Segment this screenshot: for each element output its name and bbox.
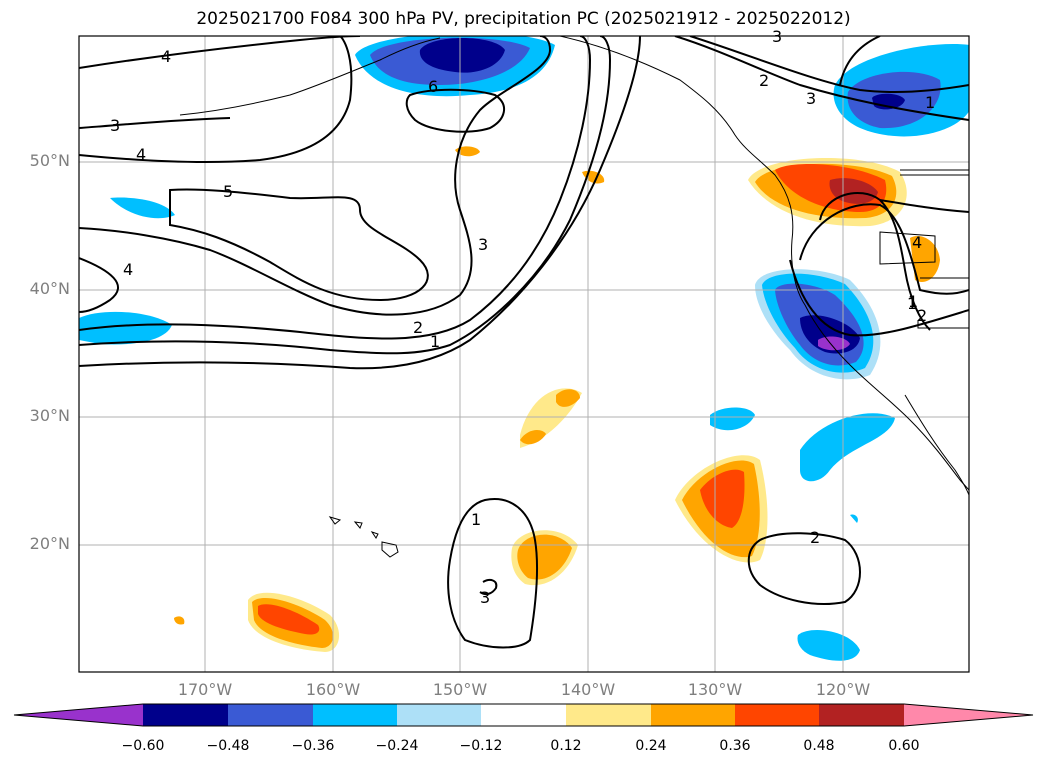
contour-label: 1 bbox=[471, 510, 482, 529]
contour-label: 4 bbox=[912, 233, 923, 252]
colorbar-label: 0.48 bbox=[803, 738, 835, 754]
contour-label: 4 bbox=[136, 145, 147, 164]
contour-label: 1 bbox=[907, 294, 918, 313]
contour-label: 5 bbox=[223, 182, 234, 201]
contour-label: 4 bbox=[123, 260, 134, 279]
lat-label-30n: 30°N bbox=[29, 406, 70, 425]
contour-label: 3 bbox=[110, 116, 121, 135]
colorbar-extend-max bbox=[904, 704, 1033, 726]
lon-label-150w: 150°W bbox=[432, 680, 488, 699]
colorbar-label: 0.24 bbox=[635, 738, 667, 754]
contour-label: 3 bbox=[480, 588, 491, 607]
colorbar-label: −0.60 bbox=[121, 738, 165, 754]
contour-label: 3 bbox=[478, 235, 489, 254]
colorbar-label: −0.24 bbox=[375, 738, 419, 754]
colorbar-label: −0.48 bbox=[206, 738, 250, 754]
contour-label: 1 bbox=[430, 332, 441, 351]
colorbar-label: −0.36 bbox=[291, 738, 335, 754]
colorbar-label: 0.12 bbox=[550, 738, 582, 754]
contour-label: 4 bbox=[161, 47, 172, 66]
contour-label: 2 bbox=[759, 71, 770, 90]
coastlines bbox=[179, 36, 969, 558]
colorbar-label: 0.60 bbox=[888, 738, 920, 754]
lon-label-170w: 170°W bbox=[177, 680, 233, 699]
colorbar-label: −0.12 bbox=[459, 738, 503, 754]
contour-label: 1 bbox=[925, 93, 936, 112]
contour-label: 2 bbox=[810, 528, 821, 547]
contour-label: 6 bbox=[428, 77, 439, 96]
lat-label-40n: 40°N bbox=[29, 279, 70, 298]
precip-shading bbox=[79, 36, 969, 661]
lon-label-130w: 130°W bbox=[687, 680, 743, 699]
contour-label: 3 bbox=[806, 89, 817, 108]
pv-contours bbox=[79, 36, 969, 649]
colorbar-label: 0.36 bbox=[719, 738, 751, 754]
lon-label-120w: 120°W bbox=[815, 680, 871, 699]
contour-label: 2 bbox=[917, 306, 928, 325]
contour-label: 2 bbox=[413, 318, 424, 337]
colorbar bbox=[13, 703, 1034, 727]
map-plot-area bbox=[79, 36, 969, 672]
map-title: 2025021700 F084 300 hPa PV, precipitatio… bbox=[196, 9, 851, 29]
colorbar-extend-min bbox=[14, 704, 143, 726]
lon-label-140w: 140°W bbox=[560, 680, 616, 699]
map-frame bbox=[78, 35, 970, 673]
contour-label: 1 bbox=[908, 292, 919, 311]
lat-label-50n: 50°N bbox=[29, 151, 70, 170]
precip-negative-west bbox=[79, 311, 172, 345]
lat-label-20n: 20°N bbox=[29, 534, 70, 553]
lon-label-160w: 160°W bbox=[305, 680, 361, 699]
contour-label: 3 bbox=[772, 27, 783, 46]
